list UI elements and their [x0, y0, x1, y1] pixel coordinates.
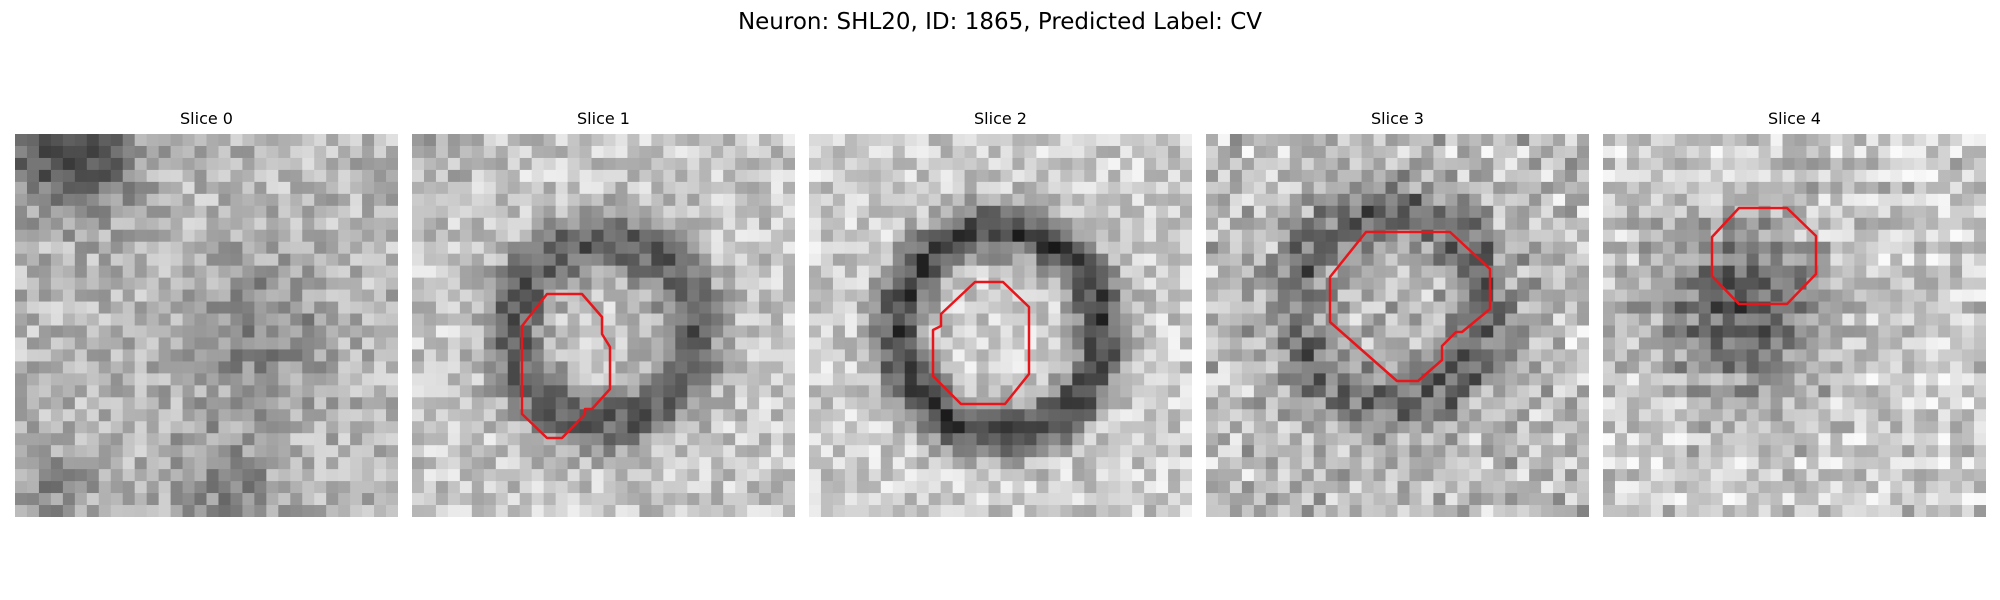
slice-1-contour — [520, 292, 612, 440]
slice-4-title: Slice 4 — [1768, 109, 1821, 128]
slice-1-title: Slice 1 — [577, 109, 630, 128]
slice-4-contour — [1710, 206, 1818, 306]
slice-2-image — [809, 134, 1192, 517]
slice-3-title: Slice 3 — [1371, 109, 1424, 128]
slice-0-title: Slice 0 — [180, 109, 233, 128]
slice-2-contour — [931, 280, 1031, 406]
slice-2-pixels — [809, 134, 1192, 517]
slice-4-pixels — [1603, 134, 1986, 517]
slice-3-pixels — [1206, 134, 1589, 517]
slice-3-image — [1206, 134, 1589, 517]
slice-4-image — [1603, 134, 1986, 517]
slice-2-title: Slice 2 — [974, 109, 1027, 128]
slice-1-image — [412, 134, 795, 517]
figure-title: Neuron: SHL20, ID: 1865, Predicted Label… — [737, 9, 1263, 35]
slice-0-image — [15, 134, 398, 517]
slice-3-contour — [1328, 230, 1492, 383]
slice-1-pixels — [412, 134, 795, 517]
slice-0-pixels — [15, 134, 398, 517]
